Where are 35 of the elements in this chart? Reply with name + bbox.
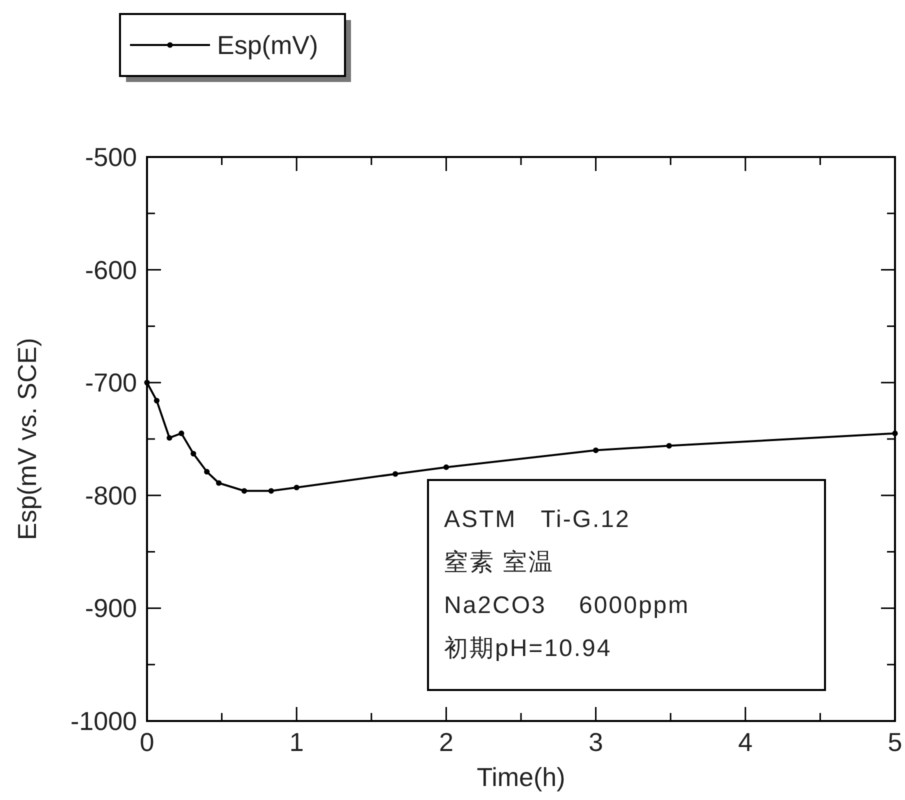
x-axis-title: Time(h) [476,762,566,792]
legend-label: Esp(mV) [217,30,318,60]
x-tick-label: 1 [289,727,304,757]
annotation: 初期pH=10.94 [444,635,612,662]
y-tick-label: -800 [84,480,137,510]
point [166,435,172,441]
point [593,447,599,454]
point [268,488,274,494]
y-tick-label: -1000 [70,706,137,736]
x-tick-label: 4 [738,727,753,757]
point [144,380,150,386]
annotation: 窒素 室温 [444,549,554,576]
y-tick-label: -700 [84,368,137,398]
point [241,488,248,494]
point [204,468,210,475]
x-tick-label: 3 [588,727,604,757]
legend: Esp(mV) [119,13,351,82]
point [154,398,160,404]
y-tick-label: -900 [84,593,137,624]
y-axis-title: Esp(mV vs. SCE) [12,338,42,540]
point [190,450,196,456]
point [392,471,398,477]
annotation: ASTM Ti-G.12 [444,506,630,533]
point [892,430,898,436]
y-tick-label: -500 [84,142,137,172]
annotation: Na2CO3 6000ppm [444,592,690,619]
y-tick-label: -600 [84,254,137,285]
point [443,464,449,470]
x-tick-label: 0 [140,727,154,757]
x-tick-label: 2 [438,727,454,757]
point [216,480,222,486]
point [666,442,672,449]
point [294,484,300,490]
x-tick-label: 5 [888,727,902,757]
point [178,430,184,436]
